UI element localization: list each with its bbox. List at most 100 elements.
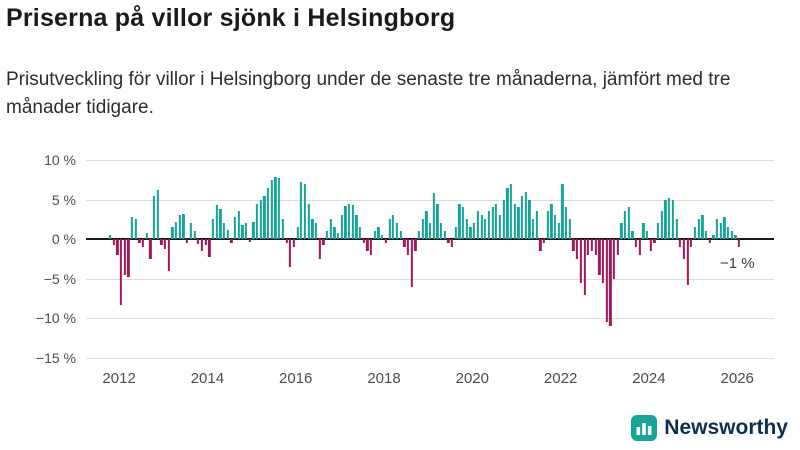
bar — [189, 223, 192, 240]
bar — [598, 239, 601, 275]
bar — [627, 207, 630, 240]
bar — [406, 239, 410, 255]
bar — [344, 205, 347, 240]
price-development-chart: 10 % 5 % 0 % −5 % −10 % −15 % 2012 2014 2016 201… — [0, 152, 800, 417]
bar — [561, 183, 564, 240]
bar — [141, 239, 145, 248]
bar — [671, 199, 674, 240]
bar — [664, 199, 667, 240]
bar — [233, 216, 237, 240]
bar — [414, 239, 417, 252]
bar — [601, 239, 605, 283]
bar — [226, 229, 229, 240]
bar — [178, 215, 181, 240]
bar — [208, 239, 211, 257]
gridline — [86, 199, 774, 201]
bar — [417, 231, 421, 240]
bar — [634, 239, 638, 248]
bar — [701, 215, 704, 240]
page-title: Priserna på villor sjönk i Helsingborg — [6, 4, 456, 32]
bar — [270, 179, 273, 240]
bar — [693, 227, 697, 240]
bar — [377, 227, 380, 240]
newsworthy-logo-text: Newsworthy — [664, 416, 788, 439]
bar — [281, 219, 284, 240]
bar — [495, 203, 498, 240]
bar — [241, 224, 244, 240]
bar — [384, 239, 387, 244]
bar — [726, 227, 730, 240]
bar — [116, 239, 119, 255]
bar — [296, 227, 299, 240]
bar — [425, 211, 428, 240]
y-axis-label: 10 % — [44, 151, 76, 168]
bar — [690, 239, 693, 248]
newsworthy-logo[interactable]: Newsworthy — [631, 415, 788, 441]
bar — [502, 199, 505, 240]
bar — [358, 227, 362, 240]
x-axis-tick-label: 2020 — [455, 370, 489, 387]
bar — [572, 239, 575, 252]
bar — [230, 239, 233, 244]
bar — [498, 215, 502, 240]
bar — [465, 219, 468, 240]
bar — [620, 223, 623, 240]
bar — [318, 239, 321, 259]
bar — [623, 211, 627, 240]
bar — [163, 239, 167, 249]
bar — [568, 219, 571, 240]
bar — [576, 239, 579, 259]
bar — [329, 219, 332, 240]
bar — [244, 223, 248, 240]
bar — [656, 223, 660, 240]
bar — [392, 215, 395, 240]
bar — [737, 239, 741, 248]
bar — [248, 239, 251, 243]
x-axis-tick-label: 2018 — [367, 370, 401, 387]
bar — [149, 239, 152, 259]
bar — [675, 219, 678, 240]
bar — [399, 231, 402, 240]
bar — [458, 203, 461, 240]
bar — [697, 219, 700, 240]
bar — [469, 227, 472, 240]
bar — [266, 187, 270, 240]
bar — [174, 221, 178, 240]
bar — [119, 239, 123, 305]
y-axis: 10 % 5 % 0 % −5 % −10 % −15 % — [0, 151, 76, 366]
y-axis-label: 0 % — [51, 231, 76, 248]
bar — [450, 239, 454, 248]
bar — [311, 219, 314, 240]
bar — [152, 195, 156, 240]
gridline — [86, 318, 774, 320]
bar — [579, 239, 582, 283]
bar — [528, 199, 531, 240]
bar — [491, 207, 494, 240]
bar — [509, 183, 513, 240]
bar — [395, 223, 399, 240]
bar — [325, 231, 329, 240]
bar — [123, 239, 126, 275]
bar — [594, 239, 597, 255]
bar — [546, 211, 549, 240]
bar — [355, 215, 358, 240]
bar — [682, 239, 685, 259]
bar — [513, 203, 516, 240]
bar — [715, 219, 719, 240]
bar — [381, 235, 384, 240]
bar — [303, 183, 307, 240]
bar — [480, 215, 483, 240]
bar — [517, 207, 520, 240]
bar — [171, 227, 174, 240]
bar — [307, 203, 310, 240]
bar — [366, 239, 369, 252]
zero-line — [86, 238, 774, 241]
bar — [484, 219, 487, 240]
bar — [362, 239, 365, 244]
bar — [403, 239, 406, 248]
bar — [138, 239, 141, 244]
bar — [553, 215, 557, 240]
bar — [340, 215, 343, 240]
bar — [723, 216, 726, 240]
bar — [719, 223, 722, 240]
